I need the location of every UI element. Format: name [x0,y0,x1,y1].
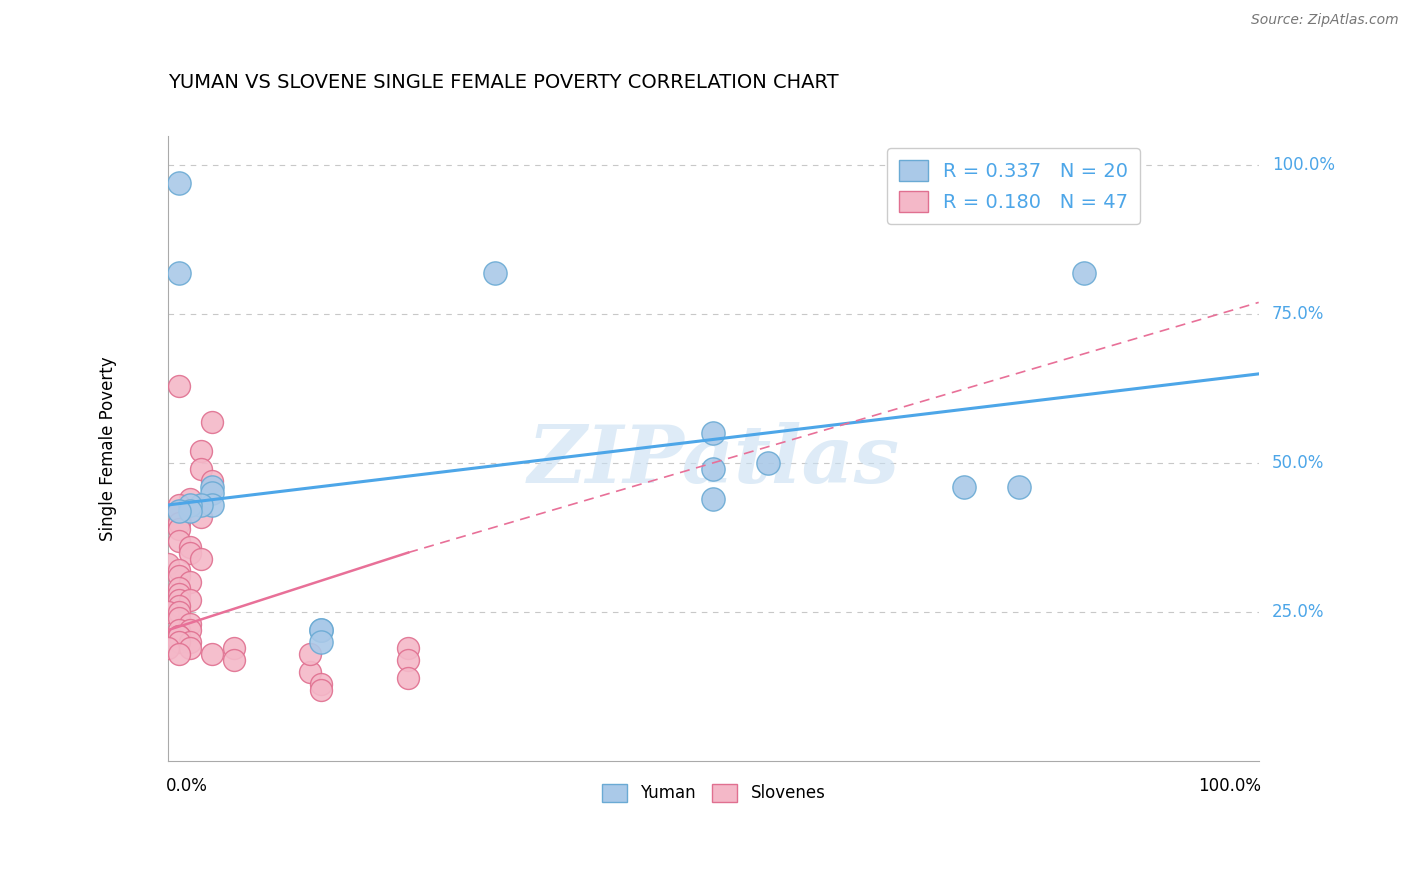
Point [167,266,190,280]
Point [222,653,245,667]
Point [167,582,190,596]
Point [167,593,190,607]
Text: ZIPatlas: ZIPatlas [527,422,900,500]
Point [299,647,322,661]
Point [190,509,212,524]
Point [157,605,180,619]
Point [167,516,190,530]
Point [167,629,190,643]
Point [167,379,190,393]
Point [167,647,190,661]
Point [702,426,724,441]
Point [179,617,201,632]
Point [309,682,332,697]
Point [201,486,224,500]
Point [179,575,201,590]
Point [179,491,201,506]
Point [190,551,212,566]
Text: 50.0%: 50.0% [1272,454,1324,472]
Legend: Yuman, Slovenes: Yuman, Slovenes [595,777,832,809]
Point [702,491,724,506]
Point [179,498,201,512]
Point [167,629,190,643]
Point [179,640,201,655]
Point [190,444,212,458]
Point [396,653,419,667]
Point [167,522,190,536]
Point [167,611,190,625]
Point [167,533,190,548]
Point [201,480,224,494]
Point [190,498,212,512]
Point [167,504,190,518]
Point [201,647,224,661]
Point [167,564,190,578]
Point [953,480,976,494]
Text: Single Female Poverty: Single Female Poverty [100,356,117,541]
Point [167,635,190,649]
Point [179,635,201,649]
Point [179,504,201,518]
Point [157,558,180,572]
Point [1073,266,1095,280]
Text: 75.0%: 75.0% [1272,305,1324,323]
Point [179,545,201,559]
Text: YUMAN VS SLOVENE SINGLE FEMALE POVERTY CORRELATION CHART: YUMAN VS SLOVENE SINGLE FEMALE POVERTY C… [169,73,839,92]
Point [396,671,419,685]
Point [309,676,332,690]
Point [201,415,224,429]
Point [309,635,332,649]
Text: 25.0%: 25.0% [1272,603,1324,621]
Text: 100.0%: 100.0% [1272,156,1334,174]
Point [167,498,190,512]
Point [299,665,322,679]
Point [309,623,332,637]
Point [167,605,190,619]
Point [190,462,212,476]
Point [167,599,190,614]
Point [702,462,724,476]
Point [222,640,245,655]
Point [167,176,190,190]
Point [179,623,201,637]
Point [179,593,201,607]
Point [167,623,190,637]
Point [157,640,180,655]
Text: 100.0%: 100.0% [1198,777,1261,795]
Point [484,266,506,280]
Point [167,587,190,601]
Text: Source: ZipAtlas.com: Source: ZipAtlas.com [1251,13,1399,28]
Point [396,640,419,655]
Point [179,540,201,554]
Point [309,623,332,637]
Point [167,569,190,583]
Point [756,456,779,470]
Point [167,504,190,518]
Text: 0.0%: 0.0% [166,777,208,795]
Point [1008,480,1031,494]
Point [201,474,224,488]
Point [201,498,224,512]
